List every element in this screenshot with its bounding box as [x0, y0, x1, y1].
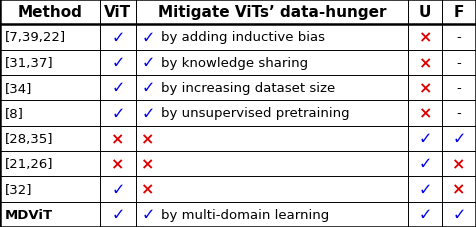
Text: ×: × — [111, 156, 125, 171]
Text: Mitigate ViTs’ data-hunger: Mitigate ViTs’ data-hunger — [158, 5, 387, 20]
Text: ✓: ✓ — [418, 207, 432, 222]
Text: ×: × — [418, 106, 432, 121]
Text: -: - — [457, 57, 461, 69]
Text: ✓: ✓ — [141, 30, 155, 45]
Text: -: - — [457, 107, 461, 120]
Text: ✓: ✓ — [141, 56, 155, 71]
Text: ✓: ✓ — [141, 81, 155, 96]
Text: by unsupervised pretraining: by unsupervised pretraining — [161, 107, 350, 120]
Text: [34]: [34] — [5, 82, 32, 95]
Text: ×: × — [141, 182, 155, 197]
Text: ✓: ✓ — [418, 182, 432, 197]
Text: ✓: ✓ — [141, 207, 155, 222]
Text: ✓: ✓ — [111, 56, 125, 71]
Text: ×: × — [418, 56, 432, 71]
Text: ×: × — [111, 131, 125, 146]
Text: ✓: ✓ — [418, 131, 432, 146]
Text: by multi-domain learning: by multi-domain learning — [161, 208, 329, 221]
Text: ×: × — [418, 30, 432, 45]
Text: -: - — [457, 82, 461, 95]
Text: [31,37]: [31,37] — [5, 57, 53, 69]
Text: ×: × — [452, 156, 466, 171]
Text: ×: × — [141, 131, 155, 146]
Text: ViT: ViT — [104, 5, 131, 20]
Text: [28,35]: [28,35] — [5, 132, 53, 145]
Text: Method: Method — [18, 5, 83, 20]
Text: by adding inductive bias: by adding inductive bias — [161, 31, 326, 44]
Text: [8]: [8] — [5, 107, 24, 120]
Text: ×: × — [141, 156, 155, 171]
Text: ✓: ✓ — [452, 207, 466, 222]
Text: by knowledge sharing: by knowledge sharing — [161, 57, 308, 69]
Text: ✓: ✓ — [418, 156, 432, 171]
Text: [7,39,22]: [7,39,22] — [5, 31, 66, 44]
Text: [32]: [32] — [5, 183, 32, 196]
Text: [21,26]: [21,26] — [5, 158, 53, 170]
Text: by increasing dataset size: by increasing dataset size — [161, 82, 336, 95]
Text: U: U — [419, 5, 431, 20]
Text: ✓: ✓ — [111, 30, 125, 45]
Text: ✓: ✓ — [111, 207, 125, 222]
Text: ✓: ✓ — [111, 182, 125, 197]
Text: ✓: ✓ — [452, 131, 466, 146]
Text: ×: × — [452, 182, 466, 197]
Text: ✓: ✓ — [111, 81, 125, 96]
Text: ✓: ✓ — [141, 106, 155, 121]
Text: F: F — [454, 5, 464, 20]
Text: -: - — [457, 31, 461, 44]
Text: MDViT: MDViT — [5, 208, 53, 221]
Text: ✓: ✓ — [111, 106, 125, 121]
Text: ×: × — [418, 81, 432, 96]
